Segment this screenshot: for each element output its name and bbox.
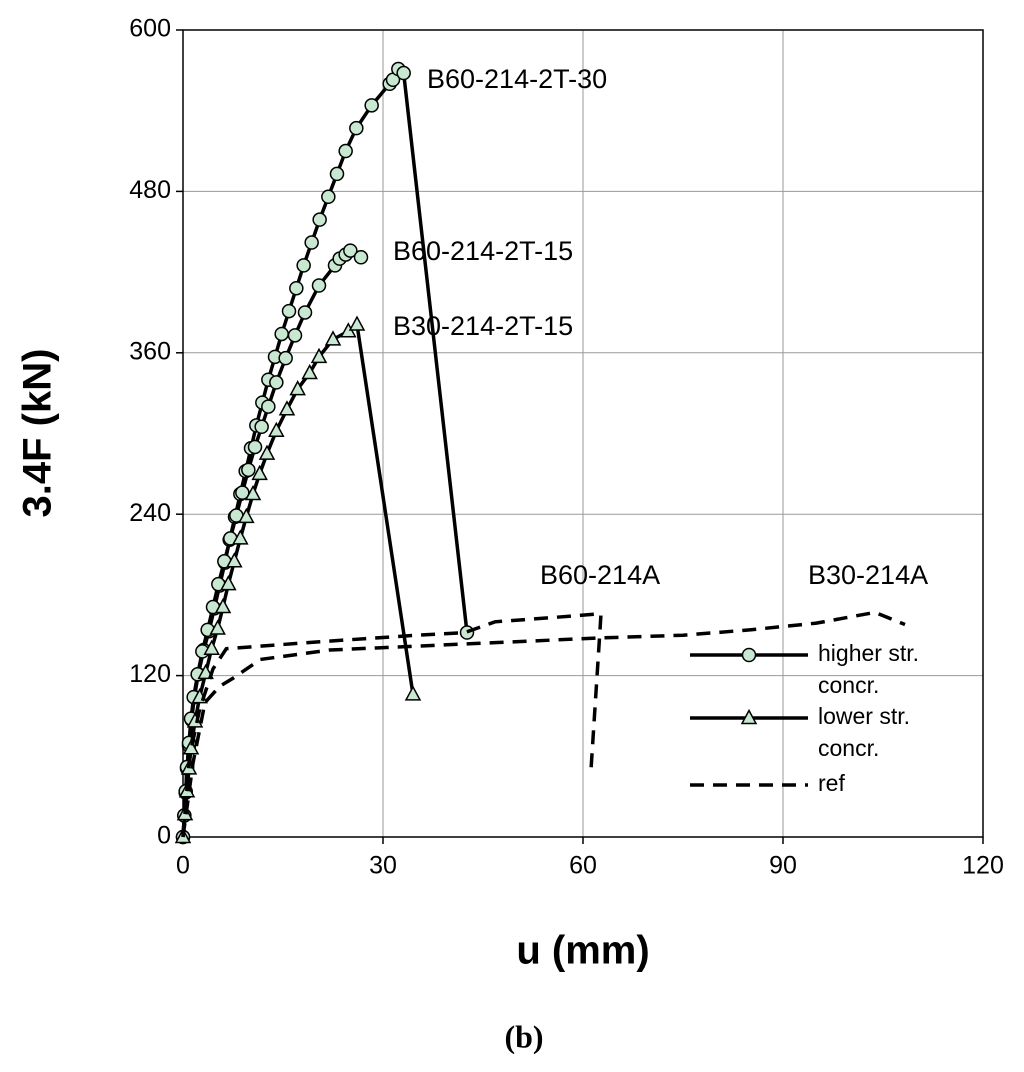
marker [251, 464, 268, 481]
legend-label: concr. [818, 672, 879, 698]
marker [287, 328, 303, 343]
marker [226, 552, 243, 568]
series-line [181, 611, 603, 838]
marker [329, 166, 345, 182]
marker [247, 439, 263, 455]
y-axis-label: 3.4F (kN) [16, 349, 60, 518]
marker [238, 507, 255, 524]
marker [220, 575, 237, 591]
series-label: B30-214-2T-15 [393, 311, 573, 341]
legend-label: ref [818, 770, 845, 796]
series-label: B60-214-2T-30 [427, 64, 607, 94]
y-tick-label: 120 [129, 660, 171, 688]
y-tick-label: 0 [157, 822, 171, 850]
marker [296, 258, 311, 273]
marker [741, 647, 757, 663]
marker [297, 305, 313, 320]
y-tick-label: 600 [129, 15, 171, 43]
marker [338, 143, 353, 159]
marker [321, 189, 336, 205]
marker [278, 400, 296, 416]
marker [349, 120, 364, 136]
marker [203, 639, 220, 655]
x-axis-label: u (mm) [516, 929, 649, 973]
x-tick-label: 60 [569, 852, 597, 880]
marker [343, 243, 358, 258]
marker [396, 65, 411, 81]
x-tick-label: 0 [176, 852, 190, 880]
marker [182, 739, 200, 755]
marker [311, 278, 327, 293]
marker [254, 419, 269, 435]
marker [740, 708, 758, 725]
series-line [181, 66, 469, 838]
marker [459, 625, 475, 640]
marker [269, 375, 284, 390]
marker [289, 380, 306, 396]
x-tick-label: 120 [962, 852, 1004, 880]
marker [312, 212, 327, 227]
marker [304, 235, 319, 250]
legend-label: higher str. [818, 640, 919, 666]
marker [348, 315, 366, 331]
marker [353, 250, 369, 265]
series-label: B30-214A [808, 560, 928, 590]
marker [241, 462, 256, 478]
series-line [181, 610, 906, 838]
legend-label: concr. [818, 735, 879, 761]
caption: (b) [504, 1018, 543, 1054]
marker [364, 98, 379, 113]
marker [232, 529, 249, 545]
marker [261, 399, 276, 414]
marker [278, 350, 293, 366]
x-tick-label: 30 [369, 852, 397, 880]
marker [289, 280, 304, 296]
marker [235, 485, 250, 500]
x-tick-label: 90 [769, 852, 797, 880]
y-tick-label: 360 [129, 337, 171, 365]
marker [209, 619, 226, 635]
y-tick-label: 240 [129, 499, 171, 527]
plot-frame [182, 29, 984, 838]
series-label: B60-214-2T-15 [393, 236, 573, 266]
series-label: B60-214A [540, 560, 660, 590]
marker [324, 330, 342, 346]
marker [310, 347, 328, 364]
marker [274, 326, 289, 342]
marker [404, 685, 422, 701]
legend-label: lower str. [818, 703, 910, 729]
y-tick-label: 480 [129, 176, 171, 204]
marker [301, 363, 318, 380]
marker [214, 597, 232, 614]
marker [258, 444, 276, 460]
marker [244, 484, 262, 501]
marker [281, 303, 297, 319]
marker [268, 421, 285, 438]
